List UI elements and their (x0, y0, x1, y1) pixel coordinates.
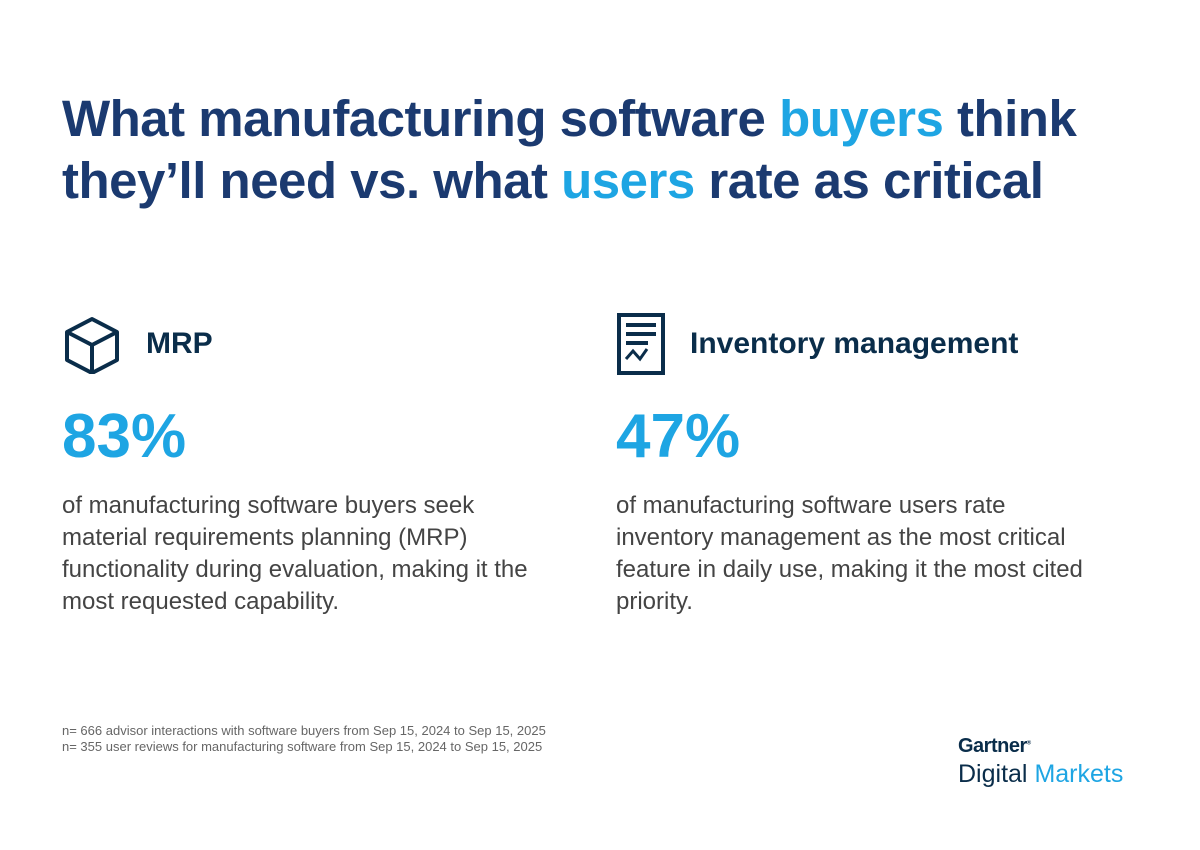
report-chart-icon (617, 313, 665, 375)
stat-value: 47% (616, 402, 741, 471)
cube-icon (65, 317, 119, 374)
footnote: n= 355 user reviews for manufacturing so… (62, 739, 543, 754)
mrp-card: MRP 83% of manufacturing software buyers… (62, 312, 542, 618)
page-title: What manufacturing software buyers think… (62, 90, 1077, 209)
gartner-digital-markets-logo: Gartner® Digital Markets (958, 735, 1124, 788)
stat-description: of manufacturing software buyers seek ma… (62, 492, 528, 615)
footnote: n= 666 advisor interactions with softwar… (62, 723, 546, 738)
inventory-card: Inventory management 47% of manufacturin… (616, 312, 1096, 618)
stat-description: of manufacturing software users rate inv… (616, 492, 1083, 615)
card-heading: Inventory management (690, 327, 1019, 360)
stat-value: 83% (62, 402, 187, 471)
card-heading: MRP (146, 327, 213, 360)
footnotes: n= 666 advisor interactions with softwar… (62, 723, 546, 755)
